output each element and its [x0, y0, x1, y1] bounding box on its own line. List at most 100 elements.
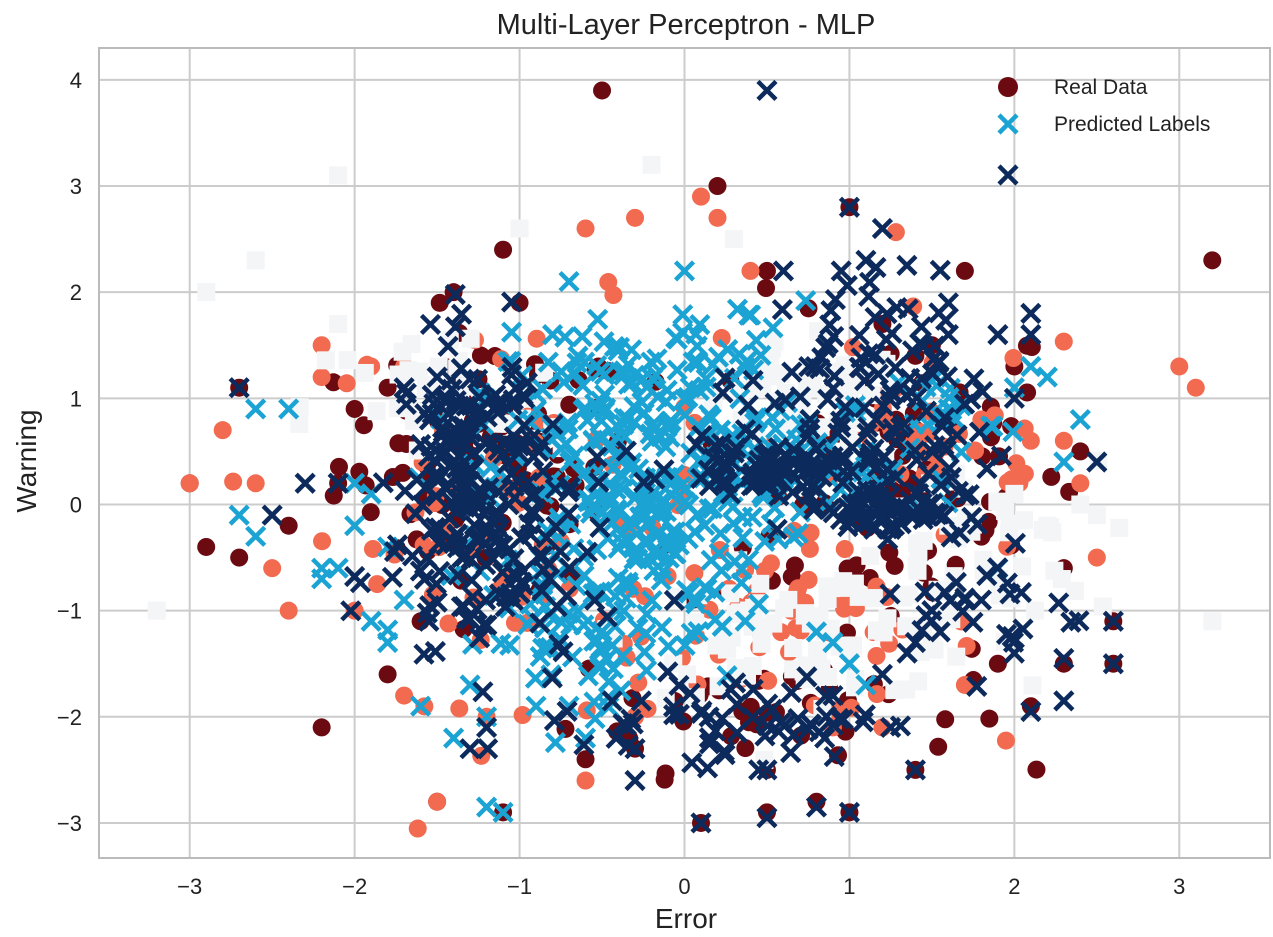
data-point [673, 260, 696, 282]
data-point [698, 404, 720, 426]
data-point [279, 601, 298, 620]
data-point [393, 377, 415, 399]
data-point [1086, 451, 1108, 473]
chart-title: Multi-Layer Perceptron - MLP [497, 9, 876, 41]
data-point [475, 716, 498, 739]
data-point [591, 620, 613, 643]
data-point [784, 639, 803, 658]
data-point [395, 686, 414, 705]
data-point [646, 348, 668, 370]
data-point [630, 690, 652, 712]
data-point [327, 472, 349, 494]
data-point [715, 455, 737, 477]
data-point [860, 442, 882, 464]
data-point [734, 419, 757, 441]
data-point [807, 792, 826, 811]
data-point [912, 508, 934, 531]
data-point [509, 431, 532, 453]
data-point [765, 418, 787, 440]
data-point [475, 796, 498, 818]
data-point [367, 402, 386, 421]
data-point [976, 564, 998, 587]
data-point [594, 506, 617, 528]
data-point [1015, 511, 1034, 530]
legend-label: Real Data [1054, 76, 1148, 99]
data-point [461, 569, 483, 591]
data-point [740, 475, 762, 497]
plot-marks [147, 79, 1222, 838]
data-point [230, 548, 249, 567]
data-point [867, 363, 889, 385]
data-point [666, 359, 688, 381]
data-point [345, 399, 364, 418]
data-point [685, 593, 707, 615]
data-point [246, 474, 265, 493]
data-point [344, 472, 366, 494]
data-point [459, 674, 481, 696]
data-point [928, 302, 950, 324]
data-point [1087, 506, 1106, 525]
data-point [765, 332, 784, 351]
data-point [261, 504, 283, 526]
data-point [854, 704, 876, 726]
data-point [408, 819, 427, 838]
data-point [588, 471, 610, 493]
data-point [752, 634, 771, 653]
data-point [879, 379, 901, 402]
data-point [904, 759, 926, 781]
data-point [567, 345, 589, 367]
data-point [462, 586, 484, 608]
data-point [910, 368, 933, 390]
data-point [596, 648, 618, 670]
data-point [805, 621, 828, 643]
data-point [393, 342, 412, 361]
data-point [896, 254, 918, 276]
data-point [900, 381, 923, 404]
data-point [443, 727, 465, 749]
data-point [672, 304, 694, 326]
data-point [361, 503, 380, 522]
data-point [542, 413, 564, 435]
data-point [690, 812, 712, 834]
data-point [774, 389, 796, 411]
data-point [840, 460, 863, 482]
data-point [1071, 474, 1090, 493]
data-point [360, 610, 382, 632]
data-point [635, 659, 658, 681]
data-point [747, 593, 770, 615]
data-point [531, 432, 553, 454]
data-point [955, 261, 974, 280]
data-point [666, 328, 688, 350]
data-point [689, 314, 711, 336]
data-point [290, 414, 309, 433]
data-point [538, 553, 561, 575]
data-point [613, 360, 635, 382]
data-point [1054, 332, 1073, 351]
data-point [573, 734, 595, 756]
data-point [329, 315, 348, 334]
data-point [505, 564, 527, 586]
data-point [431, 417, 454, 439]
legend-label: Predicted Labels [1054, 113, 1210, 136]
data-point [1007, 454, 1026, 473]
data-point [459, 368, 481, 390]
data-point [757, 803, 776, 822]
data-point [933, 434, 955, 456]
data-point [554, 326, 576, 348]
data-point [625, 523, 648, 545]
data-point [719, 483, 741, 505]
data-point [738, 666, 757, 685]
data-point [696, 757, 719, 779]
data-point [855, 674, 877, 696]
y-tick-label: 0 [70, 492, 82, 517]
data-point [864, 306, 886, 329]
data-point [1087, 548, 1106, 567]
data-point [1054, 431, 1073, 450]
data-point [457, 607, 480, 629]
data-point [723, 442, 745, 464]
data-point [871, 217, 894, 240]
data-point [736, 739, 755, 758]
data-point [458, 426, 480, 448]
data-point [532, 378, 554, 400]
